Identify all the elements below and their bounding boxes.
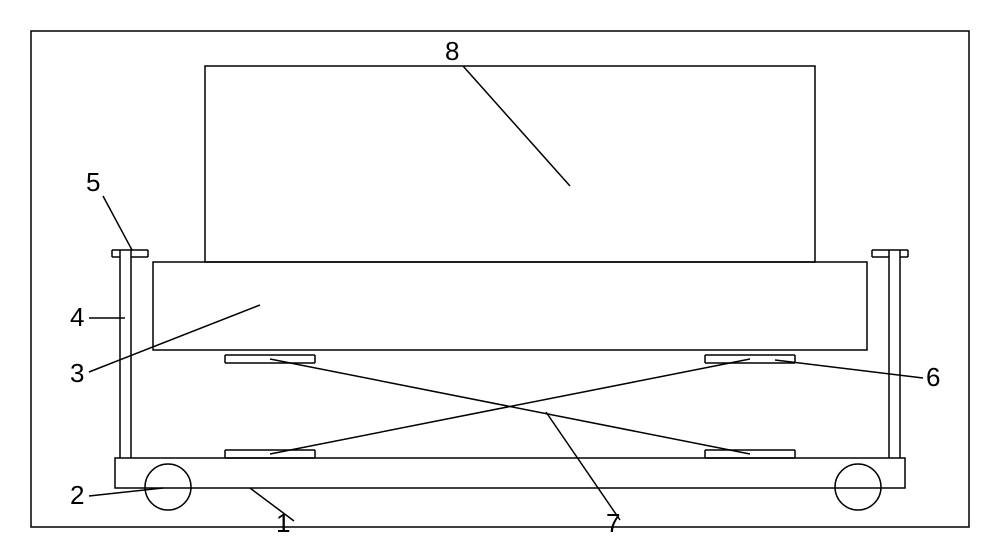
callout-label-2: 2 (70, 480, 84, 511)
callout-label-4: 4 (70, 302, 84, 333)
callout-line-6 (775, 360, 923, 378)
callout-label-1: 1 (276, 508, 290, 539)
diagram-canvas: { "diagram": { "type": "engineering-line… (0, 0, 1000, 558)
callout-line-8 (463, 66, 570, 186)
callout-line-5 (103, 196, 132, 250)
diagram-svg (0, 0, 1000, 558)
callout-line-3 (89, 305, 260, 372)
callout-line-2 (89, 488, 163, 496)
callout-label-7: 7 (606, 508, 620, 539)
container (205, 66, 815, 262)
wheel-1 (835, 464, 881, 510)
callout-label-5: 5 (86, 167, 100, 198)
outer-frame (31, 31, 969, 527)
callout-label-8: 8 (445, 36, 459, 67)
callout-line-7 (546, 412, 620, 520)
callout-label-3: 3 (70, 358, 84, 389)
wheel-0 (145, 464, 191, 510)
platform (153, 262, 867, 350)
callout-label-6: 6 (926, 362, 940, 393)
cart-deck (115, 458, 905, 488)
